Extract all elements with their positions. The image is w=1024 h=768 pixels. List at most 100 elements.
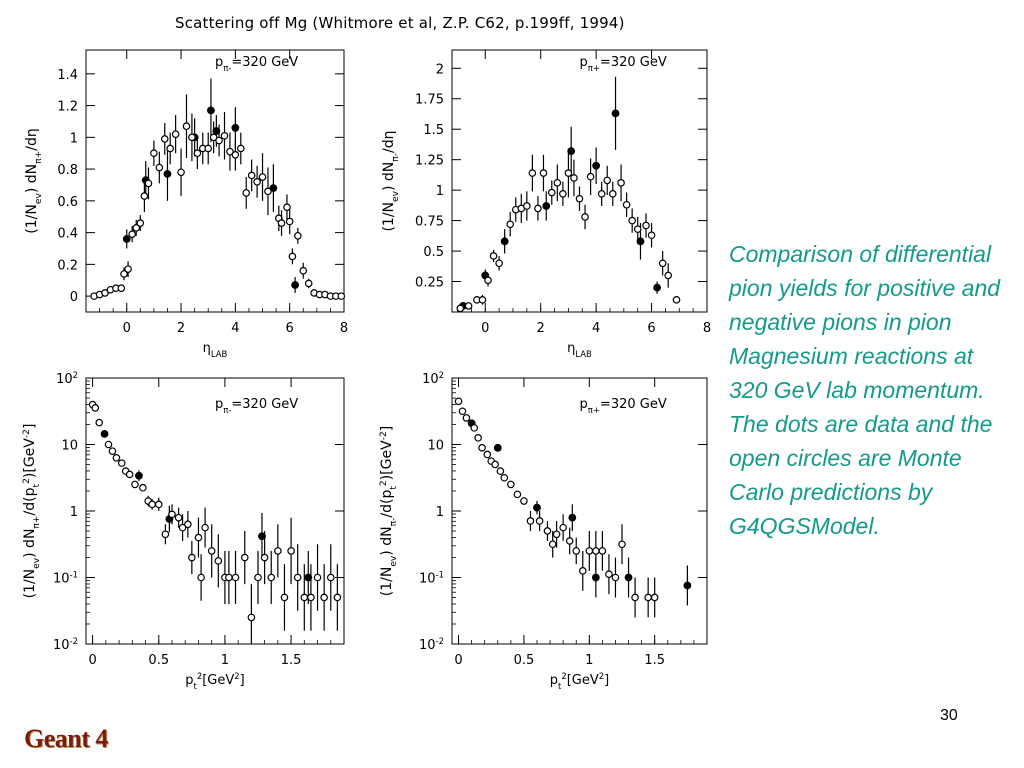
- eta-pi-plus-y-tick-label: 1: [436, 184, 444, 199]
- eta-pi-minus-mc-point: [166, 144, 174, 153]
- eta-pi-minus-mc-point: [337, 292, 346, 300]
- pt2-pi-plus-frame: [451, 377, 708, 645]
- pt2-pi-minus-mc-point: [104, 440, 113, 449]
- pt2-pi-plus-mc-point: [618, 540, 626, 549]
- eta-pi-minus-mc-point: [124, 265, 132, 273]
- pt2-pi-minus-mc-point: [320, 593, 328, 602]
- eta-pi-minus-annotation: pπ-=320 GeV: [215, 55, 298, 73]
- eta-pi-plus-mc-point: [478, 296, 487, 304]
- pt2-pi-plus-mc-point: [650, 593, 659, 602]
- eta-pi-plus-mc-point: [484, 276, 492, 285]
- eta-pi-minus-y-tick-label: 1: [70, 131, 78, 146]
- eta-pi-plus-mc-point: [581, 213, 589, 221]
- pt2-pi-plus-mc-point: [565, 537, 574, 545]
- eta-pi-minus-mc-point: [299, 266, 308, 275]
- eta-pi-minus-mc-point: [264, 187, 272, 196]
- eta-pi-plus-annotation: pπ+=320 GeV: [580, 55, 667, 73]
- pt2-pi-plus-mc-point: [598, 547, 607, 555]
- eta-pi-minus-data-point: [207, 106, 215, 115]
- eta-pi-minus-mc-point: [128, 230, 136, 238]
- eta-pi-minus-mc-point: [237, 144, 245, 153]
- pt2-pi-plus-data-point: [568, 513, 577, 522]
- eta-pi-plus-mc-point: [597, 189, 606, 198]
- pt2-pi-minus-mc-point: [201, 523, 209, 532]
- pt2-pi-minus-mc-point: [184, 520, 192, 529]
- pt2-pi-minus-annotation: pπ-=320 GeV: [215, 397, 298, 415]
- eta-pi-minus-y-label: (1/Nev) dNπ+/dη: [24, 128, 44, 233]
- eta-pi-minus-mc-point: [150, 149, 158, 158]
- eta-pi-minus-data-point: [122, 235, 131, 243]
- pt2-pi-minus-mc-point: [108, 447, 117, 455]
- pt2-pi-minus-mc-point: [197, 573, 205, 582]
- eta-pi-plus-mc-point: [617, 179, 625, 187]
- eta-pi-plus-mc-point: [506, 220, 515, 229]
- eta-pi-minus-mc-point: [215, 136, 223, 145]
- eta-pi-minus-mc-point: [253, 177, 261, 186]
- eta-pi-minus-mc-point: [136, 219, 145, 227]
- pt2-pi-minus-mc-point: [139, 483, 147, 492]
- eta-pi-plus-mc-point: [622, 200, 631, 209]
- eta-pi-minus-mc-point: [220, 131, 229, 140]
- eta-pi-plus-mc-point: [642, 221, 650, 230]
- eta-pi-minus-mc-point: [209, 133, 218, 142]
- eta-pi-minus-mc-point: [155, 163, 164, 172]
- pt2-pi-minus-mc-point: [112, 454, 121, 462]
- eta-pi-plus-y-tick-label: 0.5: [423, 245, 444, 260]
- eta-pi-minus-x-tick-label: 0: [123, 321, 131, 336]
- pt2-pi-minus-mc-point: [161, 530, 170, 539]
- pt2-pi-plus-mc-point: [592, 547, 600, 555]
- pt2-pi-minus-mc-point: [287, 547, 295, 555]
- pt2-pi-minus-mc-point: [214, 557, 223, 565]
- eta-pi-minus-x-tick-label: 6: [286, 321, 294, 336]
- eta-pi-plus-y-label: (1/Nev) dNπ-/dη: [381, 130, 401, 231]
- pt2-pi-plus-mc-point: [605, 570, 613, 578]
- eta-pi-minus-y-tick-label: 1.2: [57, 100, 78, 115]
- eta-pi-minus-plot: 0 2 4 6 8 0 0.2 0.4 0.6 0.8 1 1.2 1.4 ηLAB (1/Nev) dNπ…: [24, 49, 348, 359]
- pt2-pi-plus-data-point: [683, 581, 692, 590]
- pt2-pi-minus-mc-point: [231, 573, 240, 582]
- eta-pi-plus-mc-point: [672, 296, 681, 304]
- pt2-pi-plus-mc-point: [483, 450, 492, 459]
- eta-pi-minus-y-tick-label: 0.2: [57, 258, 78, 273]
- pt2-pi-minus-mc-point: [307, 593, 315, 602]
- eta-pi-plus-mc-point: [495, 259, 503, 268]
- pt2-pi-plus-mc-point: [611, 573, 620, 582]
- page-number: 30: [940, 707, 958, 724]
- eta-pi-plus-mc-point: [456, 304, 465, 313]
- pt2-pi-minus-x-tick-label: 1.5: [281, 653, 302, 668]
- pt2-pi-plus-x-tick-label: 0.5: [514, 653, 535, 668]
- pt2-pi-plus-data-point: [493, 443, 502, 452]
- slide-caption: Comparison of differential pion yields f…: [729, 241, 1001, 539]
- pt2-pi-minus-mc-point: [95, 418, 104, 427]
- pt2-pi-minus-mc-point: [225, 573, 233, 582]
- eta-pi-minus-data-point: [231, 123, 240, 132]
- pt2-pi-minus-x-tick-label: 0: [88, 653, 96, 668]
- eta-pi-minus-mc-point: [204, 144, 213, 153]
- eta-pi-plus-mc-point: [523, 202, 531, 210]
- eta-pi-plus-mc-point: [608, 189, 617, 198]
- eta-pi-minus-mc-point: [117, 284, 126, 292]
- eta-pi-minus-mc-point: [277, 219, 286, 227]
- eta-pi-plus-y-tick-label: 1.75: [415, 93, 444, 108]
- eta-pi-plus-y-tick-label: 0.75: [415, 215, 444, 230]
- pt2-pi-plus-mc-point: [500, 473, 509, 482]
- pt2-pi-plus-y-tick-label: 102: [422, 370, 444, 387]
- eta-pi-minus-mc-point: [120, 270, 128, 278]
- eta-pi-plus-plot: 0 2 4 6 8 0.25 0.5 0.75 1 1.25 1.5 1.75 2 ηLAB (1/Nev)…: [381, 49, 711, 359]
- pt2-pi-minus-mc-point: [117, 459, 126, 467]
- pt2-pi-plus-y-label: (1/Nev) dNπ-/d(pt2)[GeV-2]: [379, 426, 399, 597]
- eta-pi-minus-y-tick-label: 0.4: [57, 227, 78, 242]
- eta-pi-minus-frame: [85, 49, 345, 313]
- eta-pi-minus-mc-point: [285, 217, 294, 226]
- eta-pi-plus-mc-point: [559, 189, 567, 198]
- pt2-pi-minus-x-label: pt2[GeV2]: [185, 671, 244, 691]
- pt2-pi-plus-mc-point: [526, 517, 535, 525]
- eta-pi-minus-mc-point: [160, 135, 169, 143]
- eta-pi-plus-mc-point: [664, 271, 672, 280]
- pt2-pi-minus-data-point: [304, 573, 313, 582]
- eta-pi-plus-frame: [451, 49, 708, 313]
- pt2-pi-plus-mc-point: [543, 527, 552, 535]
- pt2-pi-plus-mc-point: [631, 593, 639, 602]
- pt2-pi-plus-x-label: pt2[GeV2]: [550, 671, 609, 691]
- eta-pi-minus-mc-point: [242, 189, 251, 197]
